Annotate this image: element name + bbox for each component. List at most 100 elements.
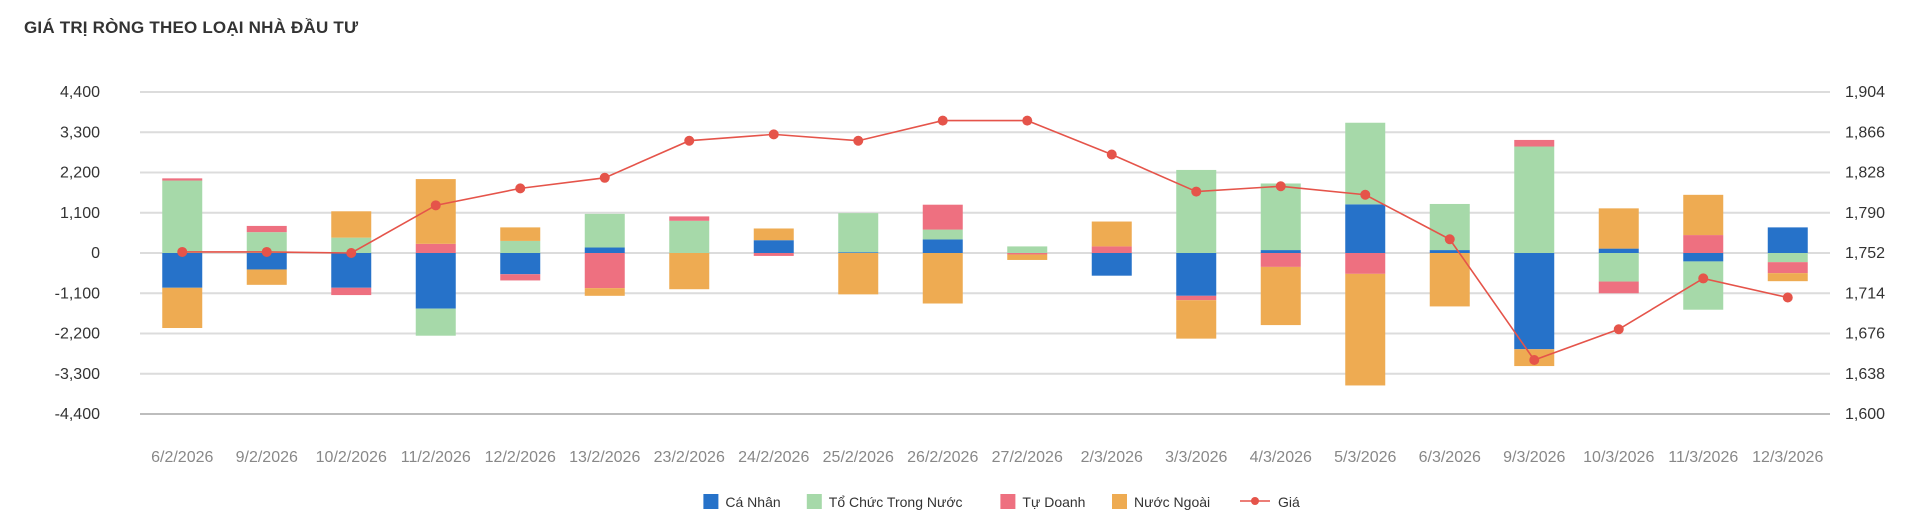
bar-segment: [1345, 253, 1386, 274]
y-tick-label: -2,200: [55, 326, 100, 343]
legend-label: Tổ Chức Trong Nước: [829, 494, 963, 510]
bar-segment: [1767, 253, 1808, 263]
x-tick-label: 11/3/2026: [1668, 449, 1738, 466]
y2-tick-label: 1,866: [1845, 124, 1885, 141]
y2-tick-label: 1,676: [1845, 326, 1885, 343]
y-tick-label: 4,400: [60, 84, 100, 101]
bar-segment: [1598, 253, 1639, 282]
x-tick-label: 10/3/2026: [1583, 449, 1654, 466]
bar-segment: [162, 287, 203, 329]
bar-segment: [1176, 300, 1217, 339]
bar-segment: [1345, 273, 1386, 386]
legend-label: Nước Ngoài: [1134, 494, 1210, 510]
bar-segment: [1345, 204, 1386, 253]
y-tick-label: 3,300: [60, 124, 100, 141]
price-point: [1106, 149, 1117, 160]
y2-tick-label: 1,638: [1845, 366, 1885, 383]
bar-segment: [1598, 208, 1639, 249]
bar-segment: [838, 252, 879, 253]
bar-segment: [1176, 295, 1217, 301]
bar-segment: [1767, 262, 1808, 274]
price-point: [1444, 234, 1455, 245]
bar-segment: [584, 213, 625, 248]
bar-segment: [753, 228, 794, 241]
y2-tick-label: 1,790: [1845, 205, 1885, 222]
bar-segment: [162, 253, 203, 288]
bar-segment: [1260, 250, 1301, 253]
y2-tick-label: 1,828: [1845, 165, 1885, 182]
bar-segment: [1007, 246, 1048, 253]
bar-segment: [669, 253, 710, 290]
x-tick-label: 10/2/2026: [316, 449, 387, 466]
legend-swatch: [806, 494, 822, 509]
bar-segment: [669, 220, 710, 253]
price-point: [1698, 273, 1709, 284]
bar-segment: [1260, 183, 1301, 251]
bar-segment: [162, 178, 203, 181]
bar-segment: [500, 227, 541, 241]
bar-segment: [1514, 146, 1555, 253]
y-tick-label: 1,100: [60, 205, 100, 222]
bar-segment: [584, 247, 625, 253]
x-tick-label: 6/3/2026: [1419, 449, 1481, 466]
x-tick-label: 9/3/2026: [1503, 449, 1565, 466]
y-tick-label: -1,100: [55, 285, 100, 302]
y-tick-label: 0: [91, 245, 100, 262]
bar-segment: [584, 288, 625, 296]
price-point: [1022, 115, 1033, 126]
price-point: [177, 246, 188, 257]
y2-tick-label: 1,904: [1845, 84, 1885, 101]
x-tick-label: 13/2/2026: [569, 449, 640, 466]
legend-swatch: [1000, 494, 1016, 509]
bar-segment: [1683, 261, 1724, 310]
bar-segment: [1514, 139, 1555, 147]
x-tick-label: 27/2/2026: [992, 449, 1063, 466]
price-point: [430, 200, 441, 211]
legend-label: Tự Doanh: [1022, 494, 1085, 510]
bar-segment: [415, 253, 456, 309]
price-point: [1782, 292, 1793, 303]
x-tick-label: 2/3/2026: [1081, 449, 1143, 466]
x-tick-label: 3/3/2026: [1165, 449, 1227, 466]
x-tick-label: 23/2/2026: [654, 449, 725, 466]
legend-label: Giá: [1278, 494, 1300, 510]
bar-segment: [415, 243, 456, 253]
bar-segment: [838, 253, 879, 295]
bar-segment: [1091, 253, 1132, 276]
price-point: [937, 115, 948, 126]
bar-segment: [162, 180, 203, 253]
price-point: [768, 129, 779, 140]
bar-segment: [331, 211, 372, 238]
legend-swatch: [703, 494, 719, 509]
price-point: [684, 135, 695, 146]
bar-segment: [1683, 235, 1724, 253]
y2-tick-label: 1,714: [1845, 285, 1885, 302]
bar-segment: [922, 229, 963, 240]
bar-segment: [500, 240, 541, 253]
x-tick-label: 24/2/2026: [738, 449, 809, 466]
bar-segment: [922, 239, 963, 253]
bar-segment: [1260, 253, 1301, 267]
price-point: [599, 172, 610, 183]
price-point: [1191, 186, 1202, 197]
bar-segment: [1260, 266, 1301, 326]
price-point: [1275, 181, 1286, 192]
bar-segment: [246, 232, 287, 253]
x-tick-label: 4/3/2026: [1250, 449, 1312, 466]
bar-segment: [1007, 254, 1048, 260]
chart-title: GIÁ TRỊ RÒNG THEO LOẠI NHÀ ĐẦU TƯ: [24, 18, 359, 37]
bar-segment: [669, 216, 710, 221]
bar-segment: [500, 274, 541, 281]
x-tick-label: 9/2/2026: [236, 449, 298, 466]
bar-segment: [331, 237, 372, 253]
bar-segment: [1176, 253, 1217, 296]
bar-segment: [838, 213, 879, 253]
bar-segment: [246, 269, 287, 285]
x-tick-label: 12/3/2026: [1752, 449, 1823, 466]
price-point: [1360, 189, 1371, 200]
bar-segment: [1767, 227, 1808, 253]
x-tick-label: 25/2/2026: [823, 449, 894, 466]
x-tick-label: 26/2/2026: [907, 449, 978, 466]
bar-segment: [922, 204, 963, 230]
